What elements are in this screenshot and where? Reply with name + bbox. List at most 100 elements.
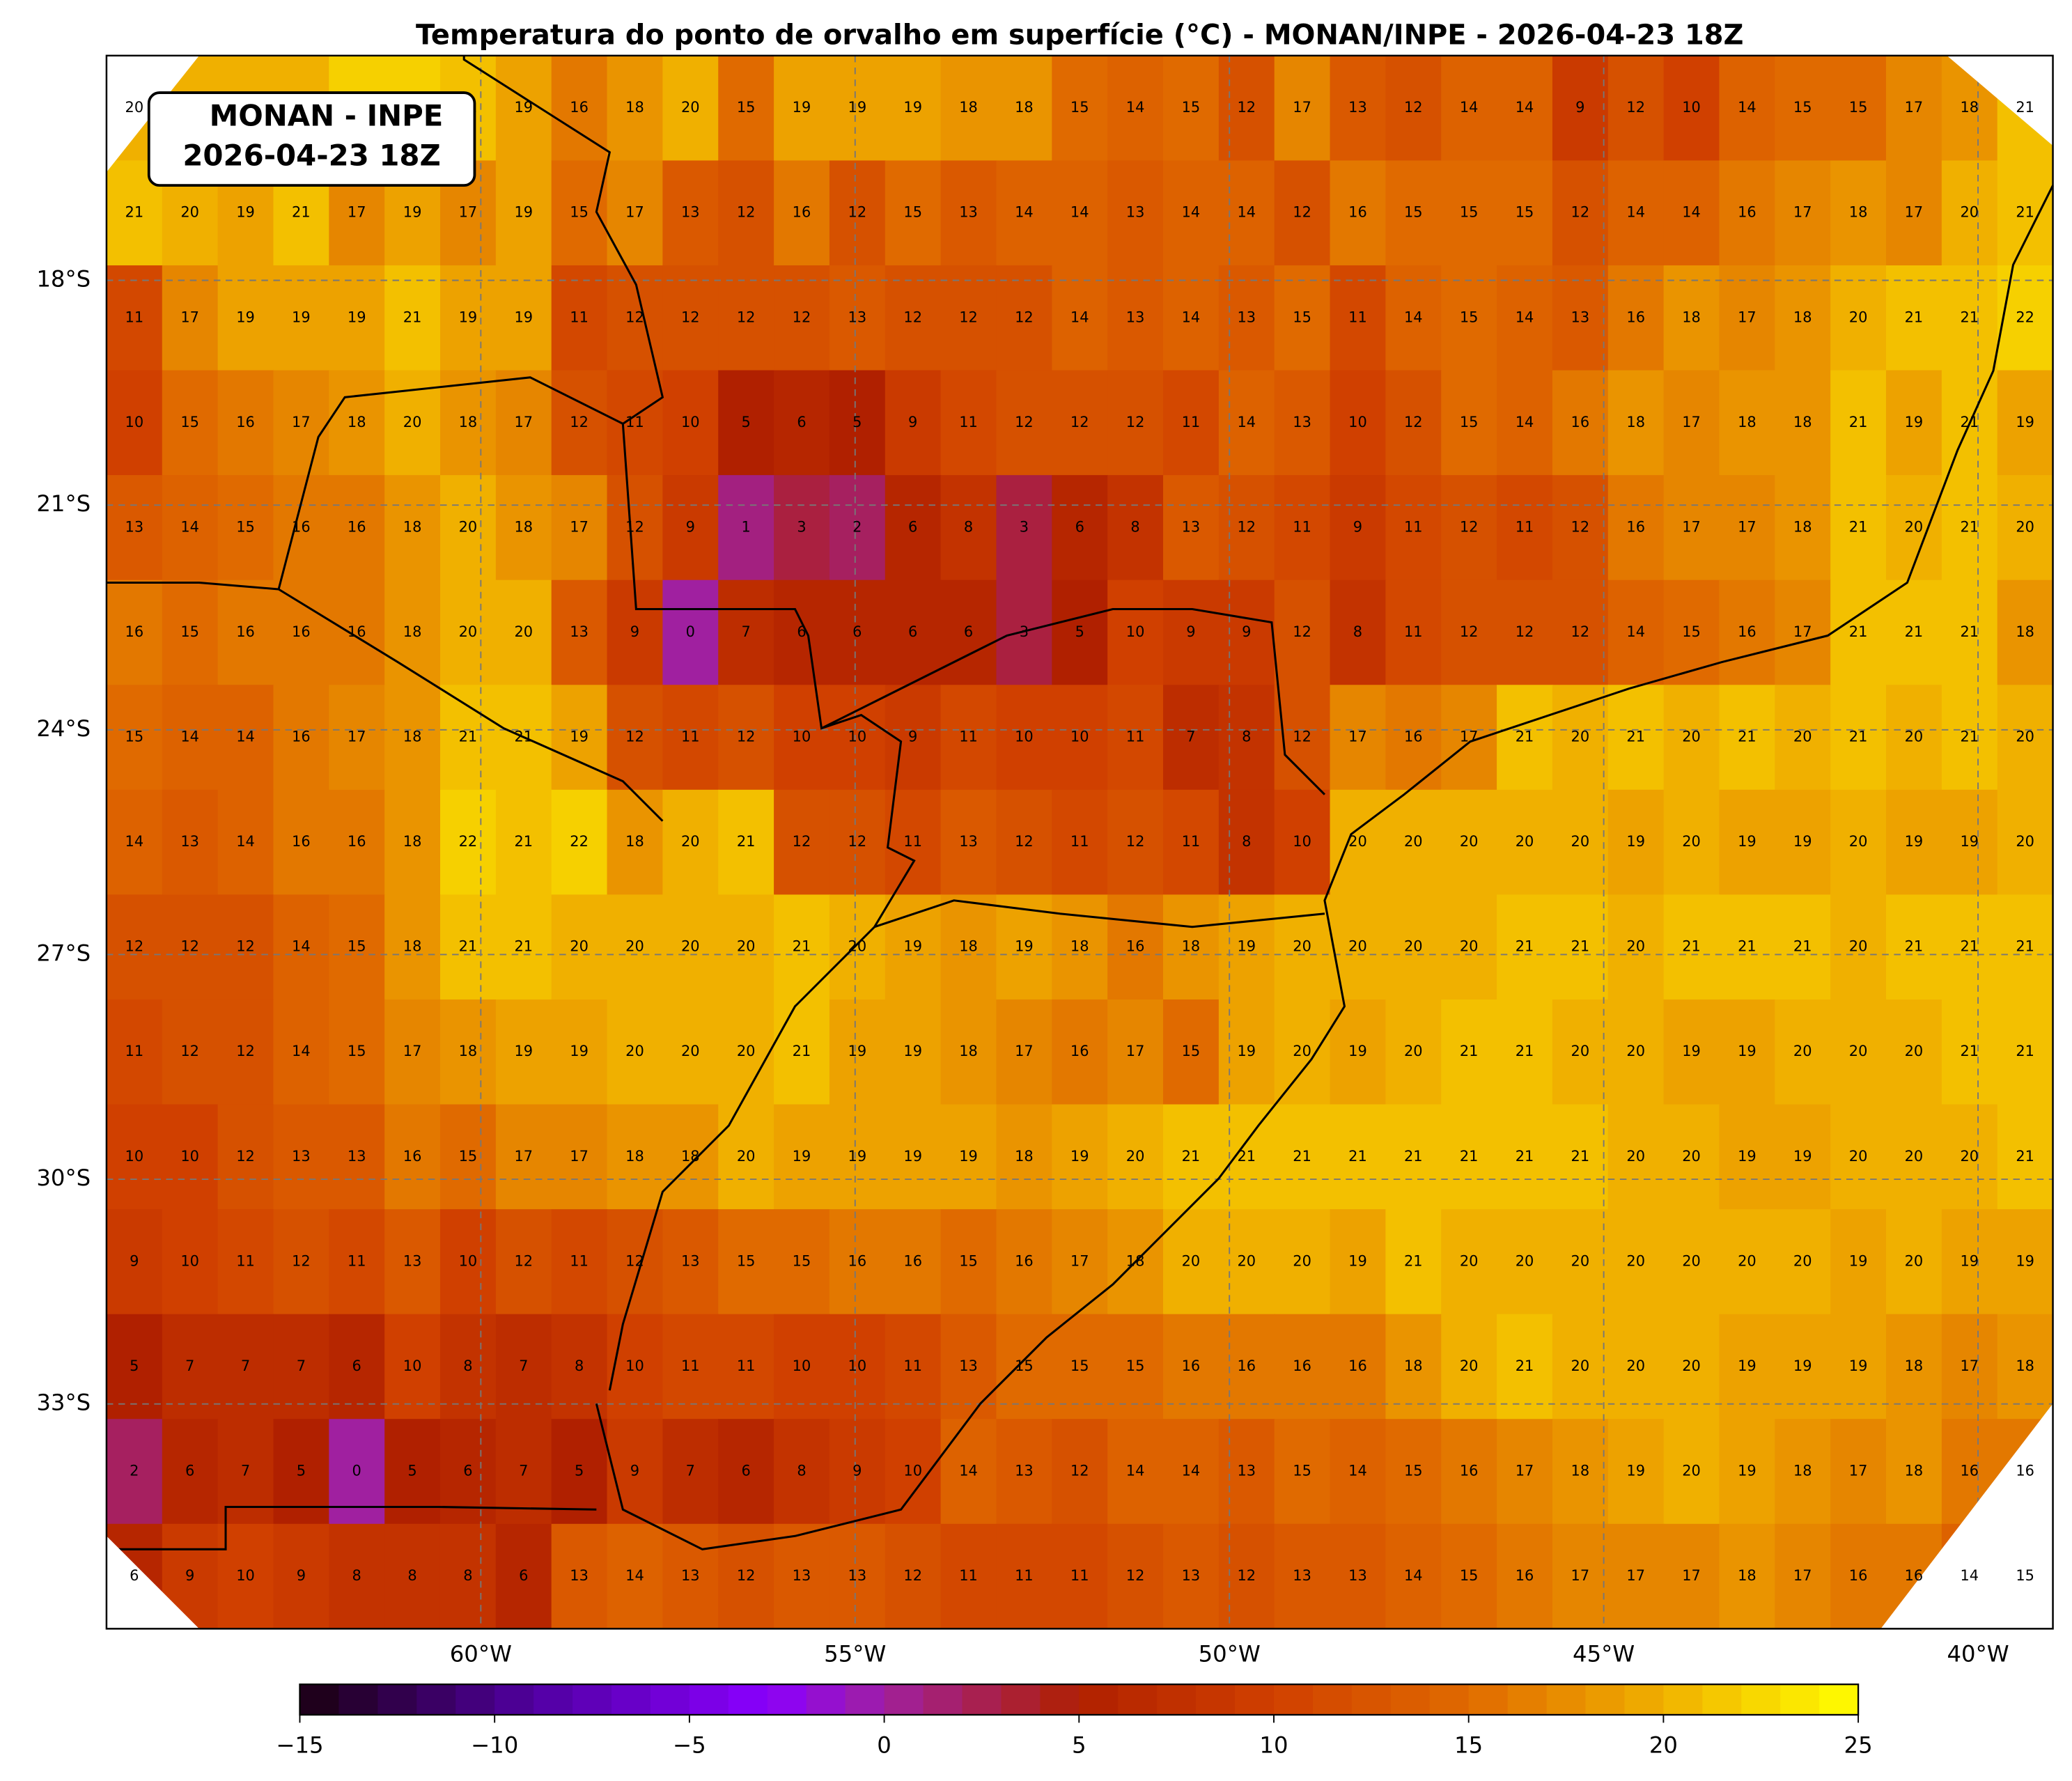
value-label: 10 (903, 1463, 922, 1479)
field-cell (1830, 1523, 1887, 1630)
value-label: 19 (1348, 1043, 1367, 1059)
value-label: 17 (625, 204, 644, 221)
value-label: 7 (686, 1463, 695, 1479)
value-label: 17 (1571, 1567, 1590, 1584)
value-label: 14 (180, 518, 199, 535)
value-label: 10 (1070, 729, 1089, 745)
field-cell (774, 999, 830, 1105)
field-cell (495, 1104, 552, 1211)
value-label: 18 (403, 729, 422, 745)
field-cell (106, 999, 163, 1105)
value-label: 21 (1682, 938, 1701, 955)
field-cell (1719, 370, 1776, 476)
value-label: 20 (1126, 1148, 1145, 1165)
field-cell (495, 1419, 552, 1525)
value-label: 12 (236, 1043, 255, 1059)
y-tick-label: 33°S (36, 1390, 91, 1416)
value-label: 20 (1516, 1252, 1534, 1269)
field-cell (940, 999, 997, 1105)
value-label: 17 (1960, 1358, 1979, 1374)
field-cell (1886, 1209, 1942, 1315)
field-cell (774, 1419, 830, 1525)
field-cell (162, 1419, 219, 1525)
field-cell (217, 580, 274, 686)
value-label: 18 (1182, 938, 1201, 955)
field-cell (1607, 370, 1665, 476)
field-cell (662, 1523, 719, 1630)
value-label: 12 (1571, 518, 1590, 535)
field-cell (1663, 1209, 1720, 1315)
colorbar-tick-label: 0 (877, 1732, 891, 1759)
value-label: 18 (1793, 518, 1812, 535)
value-label: 20 (1571, 1043, 1590, 1059)
field-cell (774, 370, 830, 476)
value-label: 8 (797, 1463, 806, 1479)
field-cell (1218, 1314, 1275, 1420)
field-cell (1775, 1419, 1832, 1525)
field-cell (1107, 894, 1164, 1000)
field-cell (217, 789, 274, 896)
value-label: 21 (1348, 1148, 1367, 1165)
field-cell (940, 685, 997, 791)
field-cell (1385, 1104, 1442, 1211)
field-cell (1886, 1104, 1942, 1211)
value-label: 21 (1516, 1043, 1534, 1059)
value-label: 8 (1130, 518, 1139, 535)
field-cell (439, 580, 497, 686)
value-label: 11 (1293, 518, 1311, 535)
value-label: 14 (1404, 309, 1423, 325)
value-label: 9 (908, 414, 917, 430)
field-cell (662, 999, 719, 1105)
field-cell (273, 685, 330, 791)
field-cell (162, 265, 219, 371)
field-cell (1886, 894, 1942, 1000)
field-cell (1552, 999, 1609, 1105)
field-cell (774, 580, 830, 686)
value-label: 19 (1738, 1043, 1756, 1059)
value-label: 18 (348, 414, 366, 430)
value-label: 17 (1460, 729, 1479, 745)
field-cell (1163, 475, 1220, 581)
value-label: 18 (403, 938, 422, 955)
field-cell (1497, 685, 1553, 791)
field-cell (106, 685, 163, 791)
value-label: 17 (1849, 1463, 1868, 1479)
value-label: 17 (514, 1148, 533, 1165)
value-label: 15 (793, 1252, 811, 1269)
colorbar-swatch (455, 1684, 496, 1715)
field-cell (1663, 1104, 1720, 1211)
field-cell (1163, 999, 1220, 1105)
value-label: 11 (1404, 518, 1423, 535)
value-label: 19 (1626, 833, 1645, 850)
value-label: 6 (519, 1567, 528, 1584)
field-cell (329, 370, 386, 476)
field-cell (1663, 475, 1720, 581)
field-cell (1441, 265, 1498, 371)
value-label: 9 (908, 729, 917, 745)
field-cell (1997, 789, 2054, 896)
y-tick-label: 27°S (36, 940, 91, 966)
field-cell (1274, 789, 1331, 896)
value-label: 20 (1793, 1252, 1812, 1269)
value-label: 10 (793, 1358, 811, 1374)
field-cell (1607, 1314, 1665, 1420)
field-cell (1719, 1523, 1776, 1630)
value-label: 20 (1905, 1043, 1924, 1059)
field-cell (439, 265, 497, 371)
field-cell (1607, 1419, 1665, 1525)
value-label: 17 (459, 204, 478, 221)
value-label: 9 (686, 518, 695, 535)
value-label: 15 (1182, 99, 1201, 116)
colorbar-swatch (1429, 1684, 1470, 1715)
colorbar-swatch (767, 1684, 807, 1715)
value-label: 10 (236, 1567, 255, 1584)
field-cell (384, 1314, 441, 1420)
value-label: 12 (1126, 414, 1145, 430)
field-cell (1441, 1523, 1498, 1630)
field-cell (1886, 580, 1942, 686)
value-label: 18 (625, 833, 644, 850)
value-label: 16 (1626, 309, 1645, 325)
colorbar-swatch (1702, 1684, 1743, 1715)
value-label: 11 (1070, 1567, 1089, 1584)
field-cell (940, 1209, 997, 1315)
